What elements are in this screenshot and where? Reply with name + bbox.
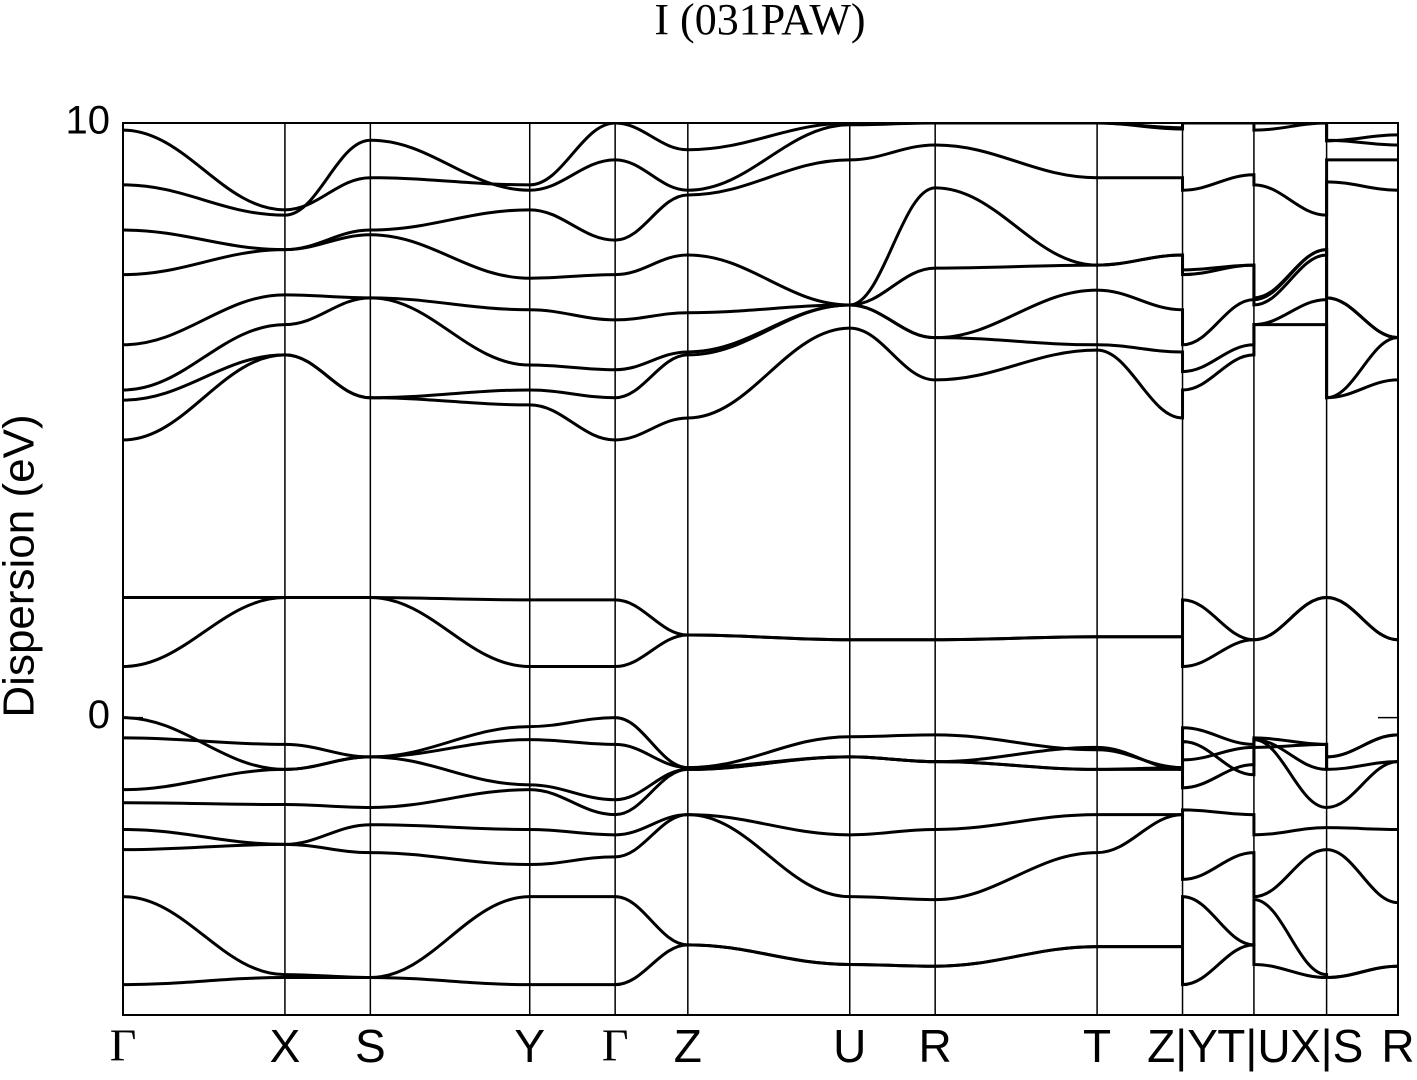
x-tick-label: S [355,1020,386,1072]
chart-title: I (031PAW) [654,0,865,44]
band [123,813,1398,905]
y-axis-label: Dispersion (eV) [0,414,44,717]
x-tick-label: Z [674,1020,702,1072]
band [123,298,1398,402]
band [123,596,1398,642]
band [123,943,1398,987]
plot-frame [122,122,1399,1016]
y-tick-label: 10 [66,99,111,143]
x-tick-label: Y [514,1020,545,1072]
band [123,248,1398,347]
band [123,733,1398,777]
x-tick-label: X|S [1290,1020,1363,1072]
bands [123,123,1398,987]
x-tick-label: R [919,1020,952,1072]
x-tick-label: T [1083,1020,1111,1072]
y-tick-label: 0 [88,693,110,737]
x-tick-label: U [833,1020,866,1072]
band [123,716,1398,771]
band [123,895,1398,980]
x-tick-label: T|U [1217,1020,1290,1072]
x-tick-label: Γ [602,1020,629,1071]
band [123,596,1398,669]
band [123,323,1398,442]
x-tick-label: X [270,1020,301,1072]
band [123,123,1398,212]
x-tick-label: Z|Y [1147,1020,1218,1072]
x-tick-label: R [1381,1020,1414,1072]
x-tick-label: Γ [110,1020,137,1071]
band [123,123,1398,217]
band [123,742,1398,802]
band [123,808,1398,846]
